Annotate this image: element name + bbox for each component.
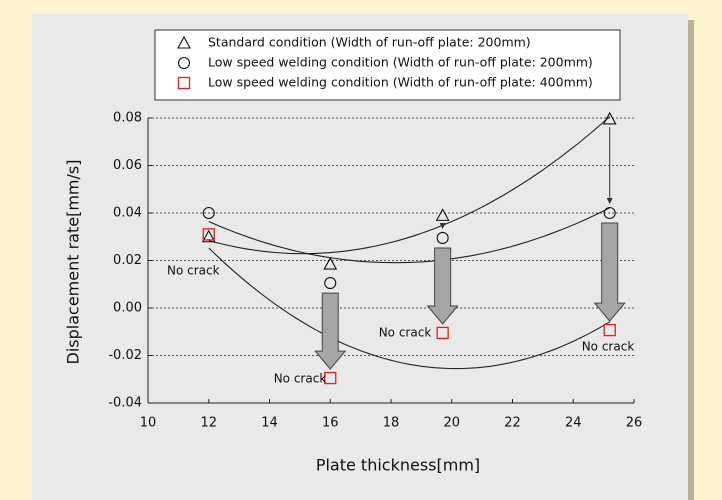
legend-label: Standard condition (Width of run-off pla… bbox=[208, 35, 531, 50]
block-arrow bbox=[593, 222, 626, 322]
x-tick-label: 20 bbox=[443, 416, 460, 431]
legend-marker bbox=[177, 56, 191, 70]
legend-marker bbox=[177, 35, 191, 49]
x-tick-label: 22 bbox=[504, 416, 521, 431]
block-arrow bbox=[314, 292, 347, 370]
trend-curve bbox=[208, 116, 611, 255]
point bbox=[436, 231, 449, 244]
y-axis-label: Displacement rate[mm/s] bbox=[64, 160, 83, 365]
point bbox=[202, 206, 215, 220]
point bbox=[324, 371, 337, 385]
x-tick-label: 10 bbox=[140, 416, 157, 431]
annotation: No crack bbox=[379, 326, 432, 340]
x-tick-label: 26 bbox=[626, 416, 643, 431]
annotation: No crack bbox=[582, 340, 635, 354]
y-tick-label: -0.04 bbox=[108, 396, 142, 411]
x-axis-label: Plate thickness[mm] bbox=[316, 456, 480, 475]
x-tick-label: 24 bbox=[565, 416, 582, 431]
point bbox=[202, 228, 215, 241]
point bbox=[435, 208, 450, 221]
block-arrow bbox=[426, 247, 459, 325]
annotation: No crack bbox=[274, 372, 327, 386]
point bbox=[324, 277, 337, 290]
y-tick-label: 0.02 bbox=[113, 253, 142, 268]
point bbox=[436, 326, 449, 340]
point bbox=[602, 111, 617, 125]
y-tick-label: 0.08 bbox=[113, 111, 142, 126]
trend-curve bbox=[208, 207, 610, 264]
x-tick-label: 16 bbox=[322, 416, 339, 431]
point bbox=[201, 229, 216, 243]
legend-label: Low speed welding condition (Width of ru… bbox=[208, 75, 593, 90]
point bbox=[603, 206, 616, 220]
legend-marker bbox=[177, 76, 191, 90]
trend-curve bbox=[208, 247, 610, 370]
thin-arrow-head bbox=[606, 198, 613, 204]
legend-box bbox=[154, 29, 621, 101]
y-tick-label: 0.04 bbox=[113, 206, 142, 221]
x-tick-label: 14 bbox=[261, 416, 278, 431]
y-tick-label: 0.00 bbox=[113, 301, 142, 316]
x-tick-label: 12 bbox=[200, 416, 217, 431]
legend-label: Low speed welding condition (Width of ru… bbox=[208, 55, 593, 70]
y-tick-label: 0.06 bbox=[113, 158, 142, 173]
point bbox=[323, 256, 338, 270]
point bbox=[603, 323, 616, 337]
annotation: No crack bbox=[167, 264, 220, 278]
y-tick-label: -0.02 bbox=[108, 348, 142, 363]
thin-arrow-head bbox=[439, 222, 446, 229]
x-tick-label: 18 bbox=[383, 416, 400, 431]
